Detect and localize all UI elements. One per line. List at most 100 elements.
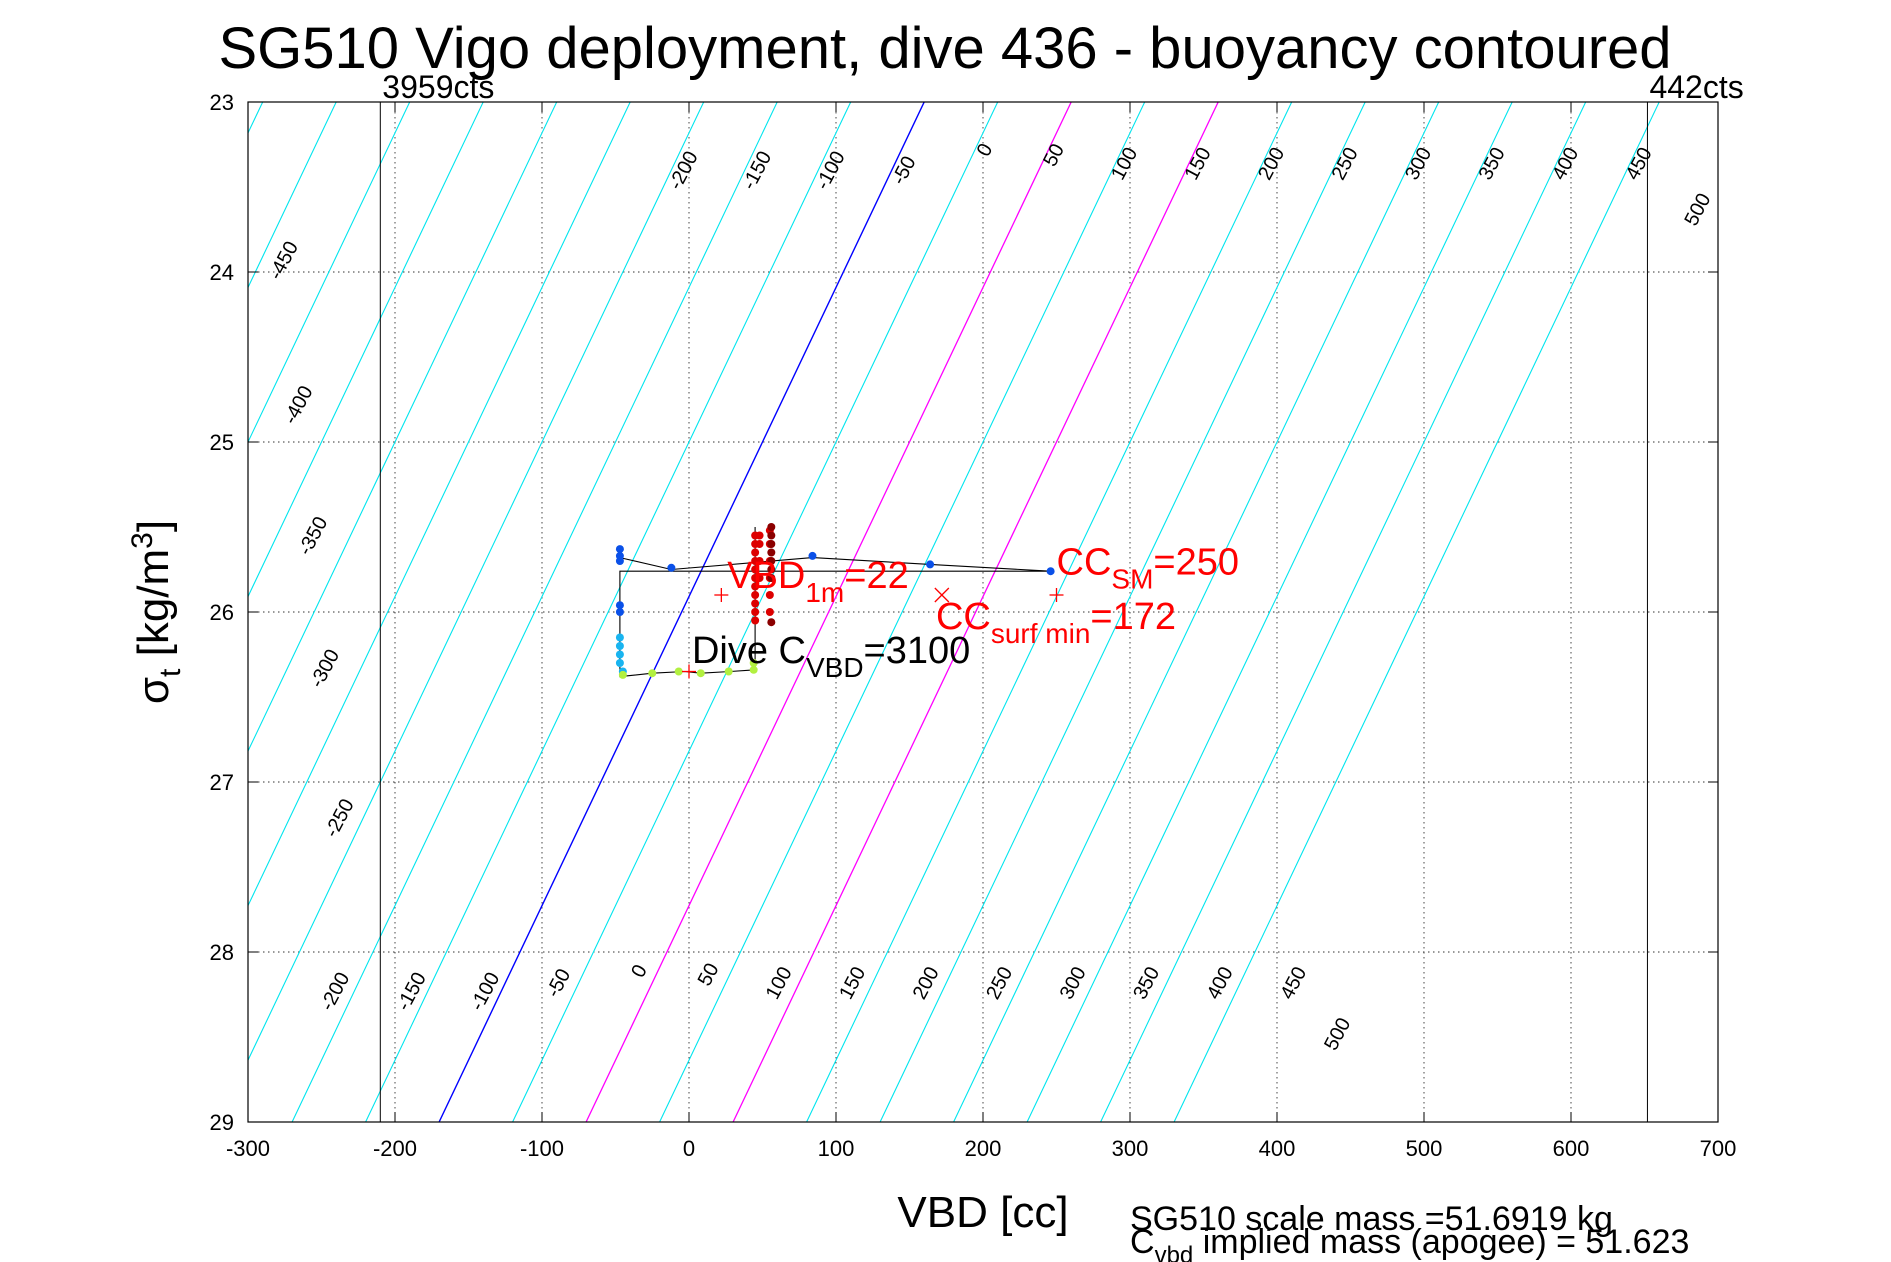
y-axis-label-end: ] <box>129 520 178 532</box>
annotation-main: VBD <box>727 555 805 597</box>
contour-label: -150 <box>393 969 431 1015</box>
cyan-data-point <box>615 650 624 659</box>
contour-label: 250 <box>1328 144 1363 184</box>
blue-data-point <box>1046 567 1055 576</box>
green-data-point <box>674 667 683 676</box>
x-tick-label: 200 <box>965 1136 1002 1161</box>
contour-label: 500 <box>1320 1014 1355 1054</box>
contour-line <box>879 102 1366 1122</box>
contour-label: 100 <box>1107 144 1142 184</box>
y-axis-label-rest: [kg/m <box>129 549 178 669</box>
annotation-sub: VBD <box>806 652 864 683</box>
contour-label: -100 <box>812 148 850 194</box>
magenta-contour <box>732 102 1219 1122</box>
cyan-data-point <box>615 659 624 667</box>
contour-label: -200 <box>316 969 354 1015</box>
x-tick-label: 600 <box>1553 1136 1590 1161</box>
cts-vertical-lines: 3959cts 442cts <box>379 69 1744 1122</box>
contour-label: 200 <box>1254 144 1289 184</box>
magenta-contour <box>585 102 1072 1122</box>
red-data-point <box>751 582 760 591</box>
contour-label: 400 <box>1203 963 1238 1003</box>
contour-label: 50 <box>1039 140 1069 170</box>
green-data-point <box>724 667 733 676</box>
red-data-point <box>755 531 764 540</box>
x-tick-label: -100 <box>520 1136 564 1161</box>
contour-line <box>291 102 778 1122</box>
contour-label: 250 <box>982 963 1017 1003</box>
contour-label: 300 <box>1401 144 1436 184</box>
green-data-point <box>749 665 758 674</box>
x-tick-label: 100 <box>818 1136 855 1161</box>
red-data-point <box>751 591 760 599</box>
annotation-value: =22 <box>844 555 908 597</box>
blue-data-point <box>667 563 676 572</box>
contour-line <box>1173 102 1660 1122</box>
x-tick-label: -200 <box>373 1136 417 1161</box>
x-tick-label: 0 <box>683 1136 695 1161</box>
x-tick-label: 700 <box>1700 1136 1737 1161</box>
contour-label: 0 <box>627 961 652 981</box>
contour-line <box>248 102 411 444</box>
contour-label: 150 <box>1181 144 1216 184</box>
blue-data-point <box>808 551 817 560</box>
x-tick-label: 400 <box>1259 1136 1296 1161</box>
contour-line <box>659 102 1146 1122</box>
green-data-point <box>618 670 627 679</box>
contour-line <box>953 102 1440 1122</box>
contour-label: 350 <box>1475 144 1510 184</box>
contour-line <box>0 102 42 1122</box>
y-tick-label: 25 <box>210 430 234 455</box>
annotation-vbd1m: VBD1m=22 <box>727 555 909 608</box>
contour-label: 50 <box>694 960 724 990</box>
y-tick-label: 27 <box>210 770 234 795</box>
contour-label: -100 <box>466 969 504 1015</box>
axis-ticks: -300 -200 -100 0 100 200 300 400 500 600 700232425… <box>210 90 1737 1161</box>
annotation-main: Dive C <box>692 630 806 672</box>
red-data-point <box>751 608 760 616</box>
contour-line <box>248 102 558 753</box>
footer-implied-mass: Cvbd implied mass (apogee) = 51.623 <box>1130 1223 1689 1262</box>
contour-line <box>0 102 116 1122</box>
annotation-main: CC <box>936 596 991 638</box>
contour-line <box>248 102 484 598</box>
red-data-point <box>755 574 764 582</box>
darkred-data-point <box>767 565 776 574</box>
darkred-data-point <box>767 618 776 627</box>
cyan-data-point <box>615 642 624 650</box>
annotation-value: =3100 <box>864 630 971 672</box>
contour-label: -350 <box>294 513 332 559</box>
x-tick-label: 300 <box>1112 1136 1149 1161</box>
cts-label: 3959cts <box>382 69 494 105</box>
annotation-sub: 1m <box>805 577 844 608</box>
contour-label: -450 <box>265 238 303 284</box>
y-tick-label: 26 <box>210 600 234 625</box>
svg-text:σt [kg/m3]: σt [kg/m3] <box>126 520 187 704</box>
red-cross-marker <box>934 587 950 603</box>
annotation-main: CC <box>1057 542 1112 584</box>
y-axis-label-sub: t <box>154 668 187 677</box>
red-data-point <box>755 557 764 565</box>
red-data-point <box>751 616 760 625</box>
annotation-ccsurf: CCsurf min=172 <box>936 596 1176 649</box>
blue-data-point <box>615 557 624 565</box>
contour-label: 200 <box>909 963 944 1003</box>
y-tick-label: 23 <box>210 90 234 115</box>
contour-label: 450 <box>1276 963 1311 1003</box>
green-data-point <box>749 659 758 667</box>
darkred-data-point <box>767 540 776 548</box>
blue-data-point <box>615 601 624 610</box>
contour-label: 500 <box>1680 190 1715 230</box>
contour-label: 0 <box>973 140 998 160</box>
dive-data-points <box>615 523 1055 679</box>
y-tick-label: 24 <box>210 260 234 285</box>
contour-label: -50 <box>888 153 921 189</box>
buoyancy-contours <box>0 102 1660 1122</box>
y-axis-label-sup: 3 <box>126 532 159 549</box>
contour-label: -300 <box>306 646 344 692</box>
y-tick-label: 28 <box>210 940 234 965</box>
footer-scale-mass: SG510 scale mass =51.6919 kg <box>1130 1200 1613 1238</box>
red-data-point <box>765 608 774 616</box>
red-data-point <box>751 599 760 608</box>
